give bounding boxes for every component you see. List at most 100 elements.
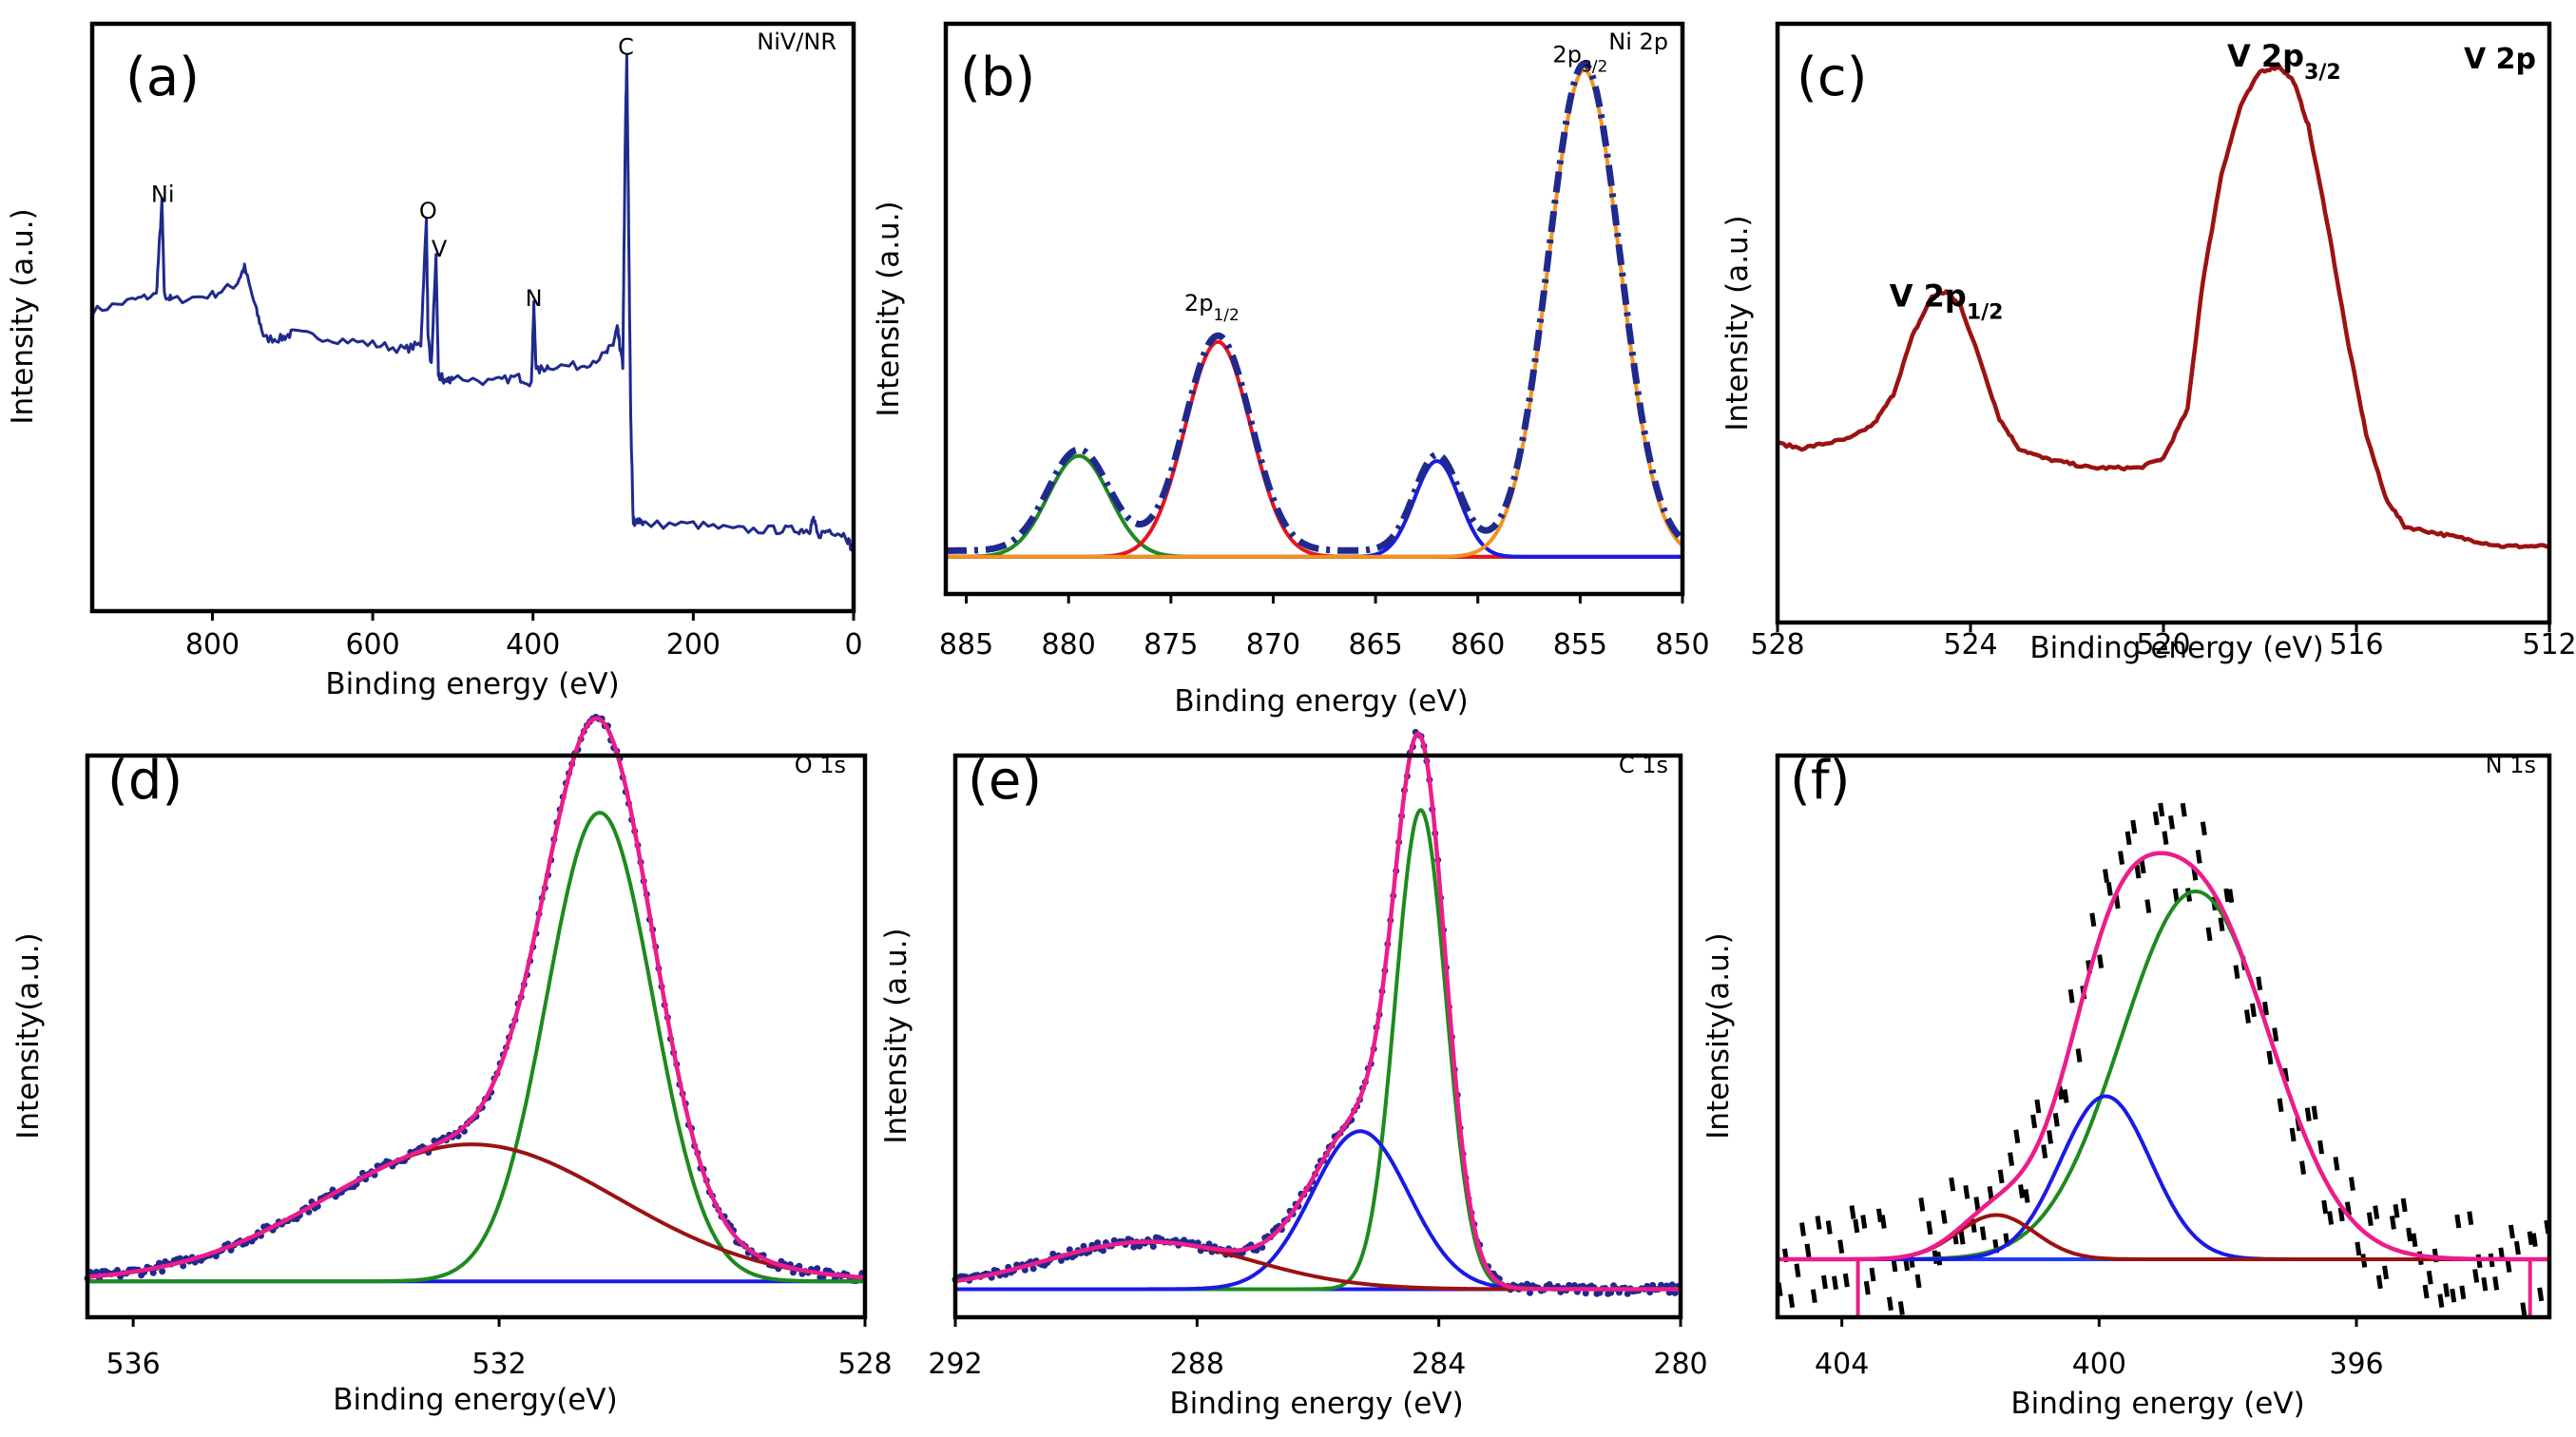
peak-annotation-a-2: V [432,236,448,262]
raw-point-f-57 [2089,912,2097,928]
raw-point-f-86 [2250,1003,2257,1018]
raw-point-f-62 [2118,851,2125,865]
raw-point-f-37 [1979,1226,1987,1241]
peak-annotation-c-1: V 2p3/2 [2227,38,2341,85]
raw-point-f-69 [2158,802,2165,817]
x-tick-label-b-1: 880 [1042,628,1096,661]
raw-point-f-90 [2272,1027,2279,1042]
panel-label-f: (f) [1790,750,1850,812]
raw-point-f-58 [2097,954,2105,968]
x-tick-label-f-2: 396 [2329,1348,2383,1381]
x-tick-label-f-1: 400 [2072,1348,2126,1381]
peak-component-e-C-O [955,1129,1681,1292]
y-axis-label-c: Intensity (a.u.) [1721,215,1755,431]
raw-point-f-5 [1804,1243,1812,1258]
x-tick-label-c-4: 512 [2522,628,2576,661]
raw-point-f-63 [2124,831,2132,846]
x-axis-label-a: Binding energy (eV) [325,667,619,701]
raw-point-f-33 [1958,1230,1966,1245]
raw-point-e-71 [1149,1242,1157,1250]
raw-point-f-105 [2355,1241,2362,1256]
raw-point-f-77 [2200,821,2207,836]
raw-point-f-122 [2450,1288,2457,1303]
raw-point-f-22 [1897,1301,1905,1315]
raw-point-f-26 [1918,1198,1926,1212]
raw-point-f-128 [2481,1276,2489,1292]
peak-component-f-pyridinic-N [1778,889,2549,1261]
raw-point-f-72 [2172,888,2180,903]
y-axis-label-a: Intensity (a.u.) [6,208,40,424]
x-tick-label-e-3: 280 [1653,1348,1707,1381]
raw-point-f-18 [1875,1208,1883,1223]
panel-c: 528 524 520 516 512 Binding energy (eV) Intens… [1721,21,2576,665]
x-tick-label-d-1: 532 [471,1348,526,1381]
series-line-c-0 [1777,64,2550,549]
raw-point-f-36 [1973,1197,1981,1211]
raw-point-f-117 [2422,1284,2430,1299]
raw-point-f-112 [2393,1203,2400,1218]
corner-label-b: Ni 2p [1608,29,1668,55]
raw-point-f-60 [2105,882,2113,896]
raw-point-f-67 [2144,899,2152,913]
raw-point-f-137 [2530,1233,2538,1248]
raw-point-f-111 [2389,1216,2396,1230]
y-axis-label-d: Intensity(a.u.) [11,932,46,1139]
raw-point-e-91 [1205,1240,1213,1248]
raw-point-f-9 [1825,1220,1833,1235]
plot-frame-f [1775,753,2552,1320]
raw-point-f-66 [2139,859,2146,874]
raw-point-f-98 [2317,1140,2325,1155]
x-tick-label-d-0: 536 [106,1348,160,1381]
corner-label-f: N 1s [2486,752,2536,778]
raw-point-f-52 [2062,1088,2069,1103]
raw-point-f-2 [1788,1293,1796,1309]
raw-data-f [1776,802,2551,1316]
raw-point-f-118 [2426,1270,2433,1285]
raw-point-e-206 [1527,1289,1534,1296]
raw-point-f-92 [2282,1067,2290,1083]
raw-point-f-134 [2513,1240,2521,1255]
x-tick-label-f-0: 404 [1815,1348,1869,1381]
x-axis-label-f: Binding energy (eV) [2010,1387,2304,1421]
raw-point-f-138 [2537,1287,2545,1302]
raw-point-f-31 [1949,1177,1956,1192]
raw-point-f-120 [2437,1293,2445,1309]
raw-data-e [952,728,1682,1297]
raw-point-e-226 [1582,1290,1589,1297]
corner-label-d: O 1s [795,752,846,778]
raw-point-f-65 [2134,864,2142,879]
raw-point-e-241 [1624,1290,1631,1297]
raw-point-f-85 [2243,1009,2251,1024]
peak-component-b-2p3/2 [946,67,1684,559]
raw-point-f-100 [2327,1211,2335,1225]
raw-point-d-22 [149,1269,157,1276]
x-tick-label-e-0: 292 [928,1348,982,1381]
raw-point-f-83 [2233,965,2240,979]
raw-point-e-41 [1066,1246,1073,1254]
raw-point-f-38 [1987,1185,1994,1200]
raw-point-f-13 [1849,1205,1856,1219]
x-tick-label-c-1: 524 [1943,628,1997,661]
raw-point-f-107 [2366,1212,2374,1227]
plot-frame-a [89,21,856,614]
raw-point-f-12 [1842,1273,1850,1288]
raw-point-f-64 [2130,819,2138,834]
raw-point-f-45 [2023,1189,2030,1203]
raw-point-e-28 [1029,1265,1037,1273]
x-axis-label-e: Binding energy (eV) [1169,1387,1463,1421]
plot-frame-e [952,753,1683,1320]
peak-component-d-lattice-O [87,811,865,1284]
raw-point-f-102 [2337,1207,2345,1222]
raw-point-f-16 [1863,1280,1871,1295]
raw-point-f-81 [2223,888,2231,903]
x-tick-label-b-7: 850 [1655,628,1709,661]
x-tick-label-a-1: 600 [345,628,399,661]
panel-label-b: (b) [960,47,1035,108]
y-axis-label-e: Intensity (a.u.) [879,928,913,1143]
raw-point-f-10 [1832,1275,1838,1291]
panel-label-d: (d) [107,750,183,812]
raw-point-e-51 [1094,1239,1102,1247]
peak-component-e-O-C=O [954,1239,1681,1292]
peak-annotation-a-3: N [526,285,543,312]
raw-point-f-3 [1794,1263,1801,1278]
